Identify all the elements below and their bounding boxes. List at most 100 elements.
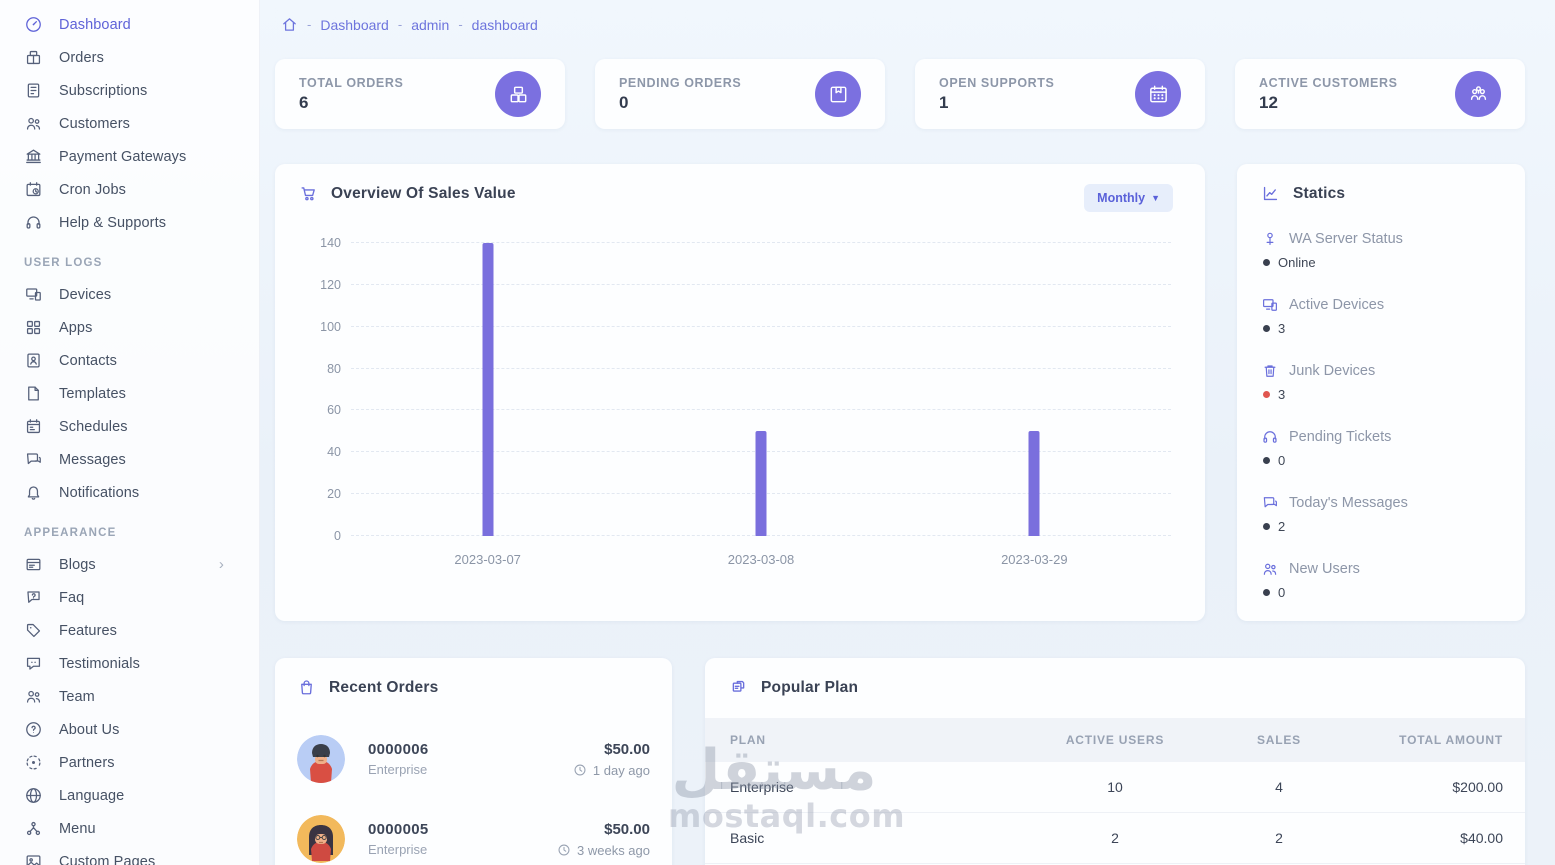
- sidebar-item-features[interactable]: Features: [0, 614, 260, 647]
- chart-gridline: 140: [320, 236, 1171, 250]
- plan-table-cell: Enterprise: [705, 762, 1025, 813]
- question-circle-icon: [24, 720, 43, 739]
- stat-card-text: TOTAL ORDERS 6: [299, 76, 403, 113]
- sidebar-item-dashboard[interactable]: Dashboard: [0, 8, 260, 41]
- plan-column-header: SALES: [1205, 718, 1353, 762]
- headset-icon: [1261, 428, 1279, 446]
- breadcrumb-item[interactable]: Dashboard: [320, 16, 389, 33]
- sidebar-item-label: Testimonials: [59, 655, 140, 672]
- sidebar-item-custom-pages[interactable]: Custom Pages: [0, 845, 260, 865]
- period-label: Monthly: [1097, 191, 1146, 205]
- recent-orders-title: Recent Orders: [329, 678, 439, 696]
- statics-item-label: Pending Tickets: [1289, 429, 1392, 445]
- contact-card-icon: [24, 351, 43, 370]
- sidebar-item-messages[interactable]: Messages: [0, 443, 260, 476]
- stat-card-label: PENDING ORDERS: [619, 75, 742, 90]
- x-axis-tick-label: 2023-03-07: [454, 552, 521, 567]
- breadcrumb-item[interactable]: admin: [411, 16, 450, 33]
- order-amount: $50.00: [604, 820, 650, 838]
- sidebar-item-payment-gateways[interactable]: Payment Gateways: [0, 140, 260, 173]
- x-axis-tick-label: 2023-03-08: [727, 552, 795, 567]
- x-axis-tick-label: 2023-03-29: [1001, 552, 1068, 567]
- sidebar-item-label: Help & Supports: [59, 214, 167, 231]
- people-icon: [24, 687, 43, 706]
- sidebar-item-help-supports[interactable]: Help & Supports: [0, 206, 260, 239]
- sidebar-item-language[interactable]: Language: [0, 779, 260, 812]
- y-axis-tick-label: 0: [334, 529, 341, 543]
- statics-item-wa-server-status: WA Server Status Online: [1261, 230, 1501, 270]
- order-row-0000005[interactable]: 0000005 Enterprise $50.00 3 weeks ago: [297, 815, 650, 863]
- calendar-clock-icon: [24, 180, 43, 199]
- sidebar-item-partners[interactable]: Partners: [0, 746, 260, 779]
- clock-icon: [573, 763, 587, 777]
- comment-dots-icon: [24, 654, 43, 673]
- statics-item-junk-devices: Junk Devices 3: [1261, 362, 1501, 402]
- sidebar-item-menu[interactable]: Menu: [0, 812, 260, 845]
- y-axis-tick-label: 140: [320, 236, 341, 250]
- statics-item-value: 2: [1278, 519, 1286, 534]
- sidebar-item-contacts[interactable]: Contacts: [0, 344, 260, 377]
- sidebar-item-blogs[interactable]: Blogs ›: [0, 548, 260, 581]
- breadcrumb: - Dashboard - admin - dashboard: [275, 14, 1525, 33]
- globe-icon: [24, 786, 43, 805]
- sidebar-item-schedules[interactable]: Schedules: [0, 410, 260, 443]
- status-dot: [1263, 589, 1270, 596]
- breadcrumb-item[interactable]: dashboard: [471, 16, 538, 33]
- sidebar-item-apps[interactable]: Apps: [0, 311, 260, 344]
- sidebar: Dashboard Orders Subscriptions Customers Pay…: [0, 0, 260, 865]
- chart-gridline: 60: [327, 403, 1171, 417]
- stat-card-active-customers: ACTIVE CUSTOMERS 12: [1235, 59, 1525, 129]
- sidebar-item-notifications[interactable]: Notifications: [0, 476, 260, 509]
- statics-item-label: New Users: [1289, 561, 1360, 577]
- chart-bar-2023-03-08[interactable]: [755, 431, 767, 536]
- y-axis-tick-label: 120: [320, 277, 341, 292]
- sidebar-item-label: Contacts: [59, 352, 118, 369]
- plan-table-cell: 2: [1024, 812, 1206, 864]
- sidebar-item-faq[interactable]: Faq: [0, 581, 260, 614]
- statics-item-value: Online: [1278, 255, 1316, 270]
- order-plan: Enterprise: [368, 762, 428, 777]
- sidebar-item-label: Schedules: [59, 418, 128, 435]
- breadcrumb-separator: -: [307, 17, 312, 32]
- sidebar-item-about-us[interactable]: About Us: [0, 713, 260, 746]
- sidebar-item-label: Messages: [59, 451, 126, 468]
- period-dropdown[interactable]: Monthly ▼: [1084, 184, 1173, 212]
- sidebar-item-label: Faq: [59, 589, 85, 606]
- sidebar-item-templates[interactable]: Templates: [0, 377, 260, 410]
- popular-plan-header: Popular Plan: [705, 678, 1525, 697]
- sidebar-item-label: Subscriptions: [59, 82, 148, 99]
- statics-item-new-users: New Users 0: [1261, 560, 1501, 600]
- tag-icon: [24, 621, 43, 640]
- sidebar-section-appearance: APPEARANCE: [24, 527, 117, 539]
- chart-bar-2023-03-07[interactable]: [482, 243, 494, 536]
- sidebar-item-devices[interactable]: Devices: [0, 278, 260, 311]
- bank-icon: [24, 147, 43, 166]
- status-dot: [1263, 391, 1270, 398]
- breadcrumb-separator: -: [458, 17, 463, 32]
- sidebar-item-cron-jobs[interactable]: Cron Jobs: [0, 173, 260, 206]
- statics-title: Statics: [1293, 184, 1346, 202]
- sidebar-item-orders[interactable]: Orders: [0, 41, 260, 74]
- chart-bar-2023-03-29[interactable]: [1028, 431, 1040, 536]
- bottom-row: Recent Orders 0000006 Enterprise $50.00 1 d…: [275, 658, 1525, 865]
- sidebar-item-label: Language: [59, 787, 125, 804]
- plan-table-row-enterprise[interactable]: Enterprise 10 4 $200.00: [705, 762, 1525, 813]
- sidebar-item-team[interactable]: Team: [0, 680, 260, 713]
- order-number: 0000005: [368, 821, 429, 838]
- order-row-0000006[interactable]: 0000006 Enterprise $50.00 1 day ago: [297, 735, 650, 783]
- sidebar-item-testimonials[interactable]: Testimonials: [0, 647, 260, 680]
- sidebar-item-subscriptions[interactable]: Subscriptions: [0, 74, 260, 107]
- chart-line-icon: [1261, 184, 1280, 203]
- breadcrumb-separator: -: [397, 17, 403, 32]
- statics-item-label: WA Server Status: [1289, 231, 1403, 247]
- sidebar-item-customers[interactable]: Customers: [0, 107, 260, 140]
- home-icon[interactable]: [281, 16, 298, 33]
- plan-table-row-basic[interactable]: Basic 2 2 $40.00: [705, 812, 1525, 864]
- calendar-icon: [24, 417, 43, 436]
- sidebar-item-label: Cron Jobs: [59, 181, 126, 198]
- y-axis-tick-label: 20: [327, 487, 341, 502]
- stat-card-label: TOTAL ORDERS: [299, 75, 404, 90]
- sidebar-item-label: Templates: [59, 385, 126, 402]
- subscription-card-icon: [24, 81, 43, 100]
- sidebar-item-label: Customers: [59, 115, 130, 132]
